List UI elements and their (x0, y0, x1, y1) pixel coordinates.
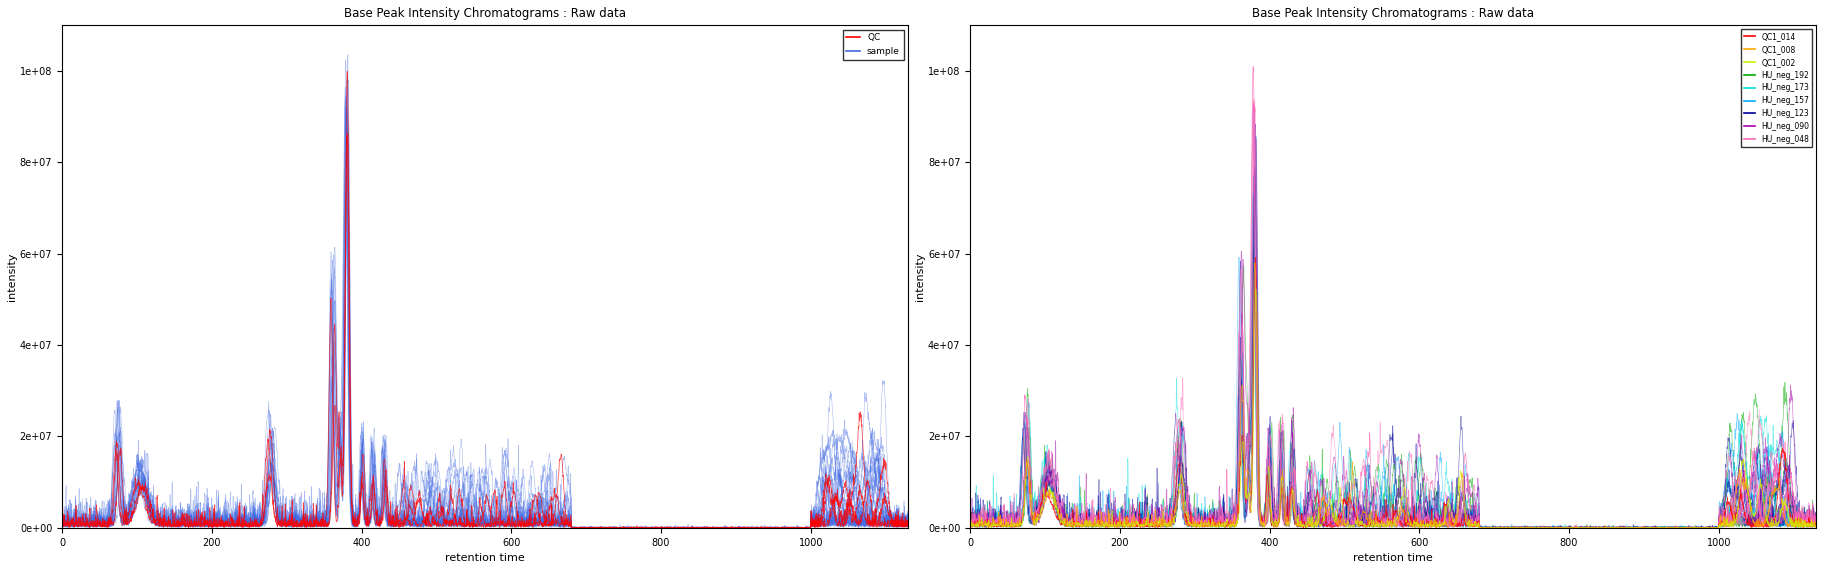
Legend: QC1_014, QC1_008, QC1_002, HU_neg_192, HU_neg_173, HU_neg_157, HU_neg_123, HU_ne: QC1_014, QC1_008, QC1_002, HU_neg_192, H… (1741, 29, 1812, 146)
Title: Base Peak Intensity Chromatograms : Raw data: Base Peak Intensity Chromatograms : Raw … (1252, 7, 1535, 20)
X-axis label: retention time: retention time (1353, 553, 1433, 563)
Y-axis label: intensity: intensity (915, 253, 924, 301)
X-axis label: retention time: retention time (445, 553, 525, 563)
Legend: QC, sample: QC, sample (842, 30, 904, 59)
Y-axis label: intensity: intensity (7, 253, 16, 301)
Title: Base Peak Intensity Chromatograms : Raw data: Base Peak Intensity Chromatograms : Raw … (345, 7, 625, 20)
